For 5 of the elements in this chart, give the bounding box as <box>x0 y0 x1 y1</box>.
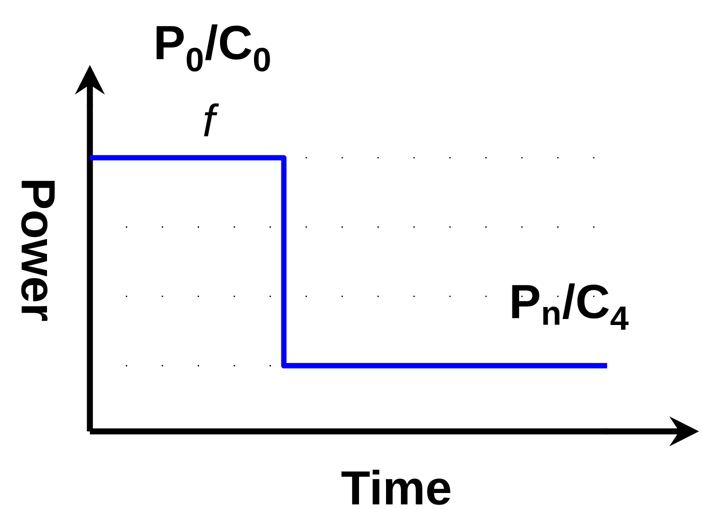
text: P$_{0}$/C$_{0}$ <box>156 24 270 72</box>
annotation: P$_{n}$/C$_{4}$ <box>512 283 629 330</box>
text: f <box>204 103 219 136</box>
x-axis-title: Time <box>341 470 450 505</box>
y-axis-title: Power <box>21 180 55 321</box>
